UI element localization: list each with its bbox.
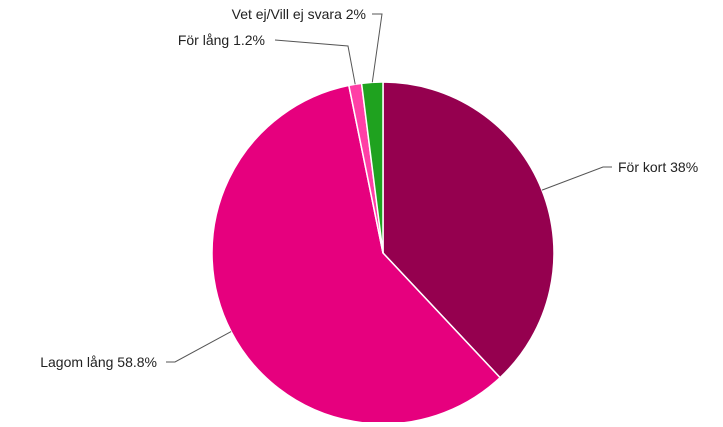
leader-line-lagom-lang [166,331,232,363]
slice-label-for-lang: För lång 1.2% [178,32,265,48]
leader-line-for-lang [274,39,356,85]
slice-label-for-kort: För kort 38% [618,159,698,175]
leader-line-for-kort [541,166,612,191]
labels-layer: För kort 38% Lagom lång 58.8% För lång 1… [40,6,698,370]
slice-label-lagom-lang: Lagom lång 58.8% [40,354,157,370]
leader-lines-layer [166,13,612,363]
slice-label-vet-ej: Vet ej/Vill ej svara 2% [232,6,366,22]
slice-lagom-lang [211,84,502,425]
slices-layer [211,81,555,425]
slice-vet-ej [360,81,384,254]
leader-line-vet-ej [371,13,383,83]
